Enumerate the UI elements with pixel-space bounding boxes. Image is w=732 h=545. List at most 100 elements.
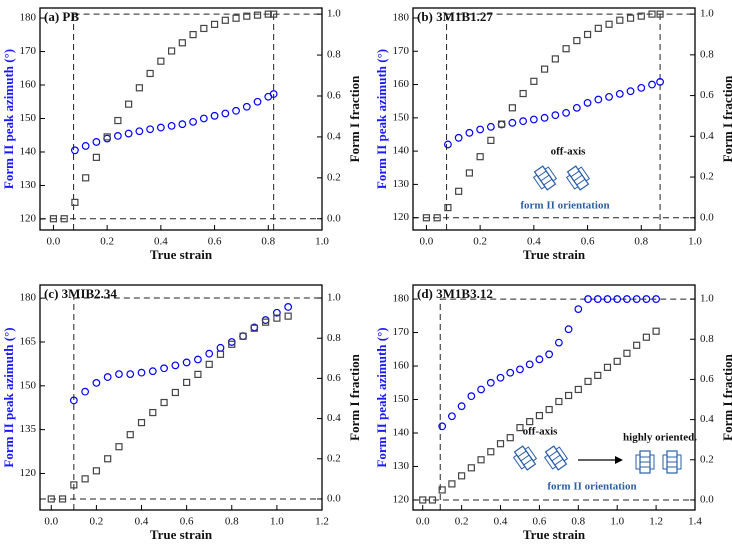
x-tick-label: 0.4 xyxy=(527,236,541,248)
panel: 0.0 0.2 0.4 0.6 0.8 1.0 120 130 140 150 160 170 180 0… xyxy=(1,7,362,262)
plot-frame xyxy=(412,7,696,231)
fraction-point xyxy=(160,398,168,407)
y2-tick-label: 0.0 xyxy=(327,492,341,504)
x-tick-label: 1.0 xyxy=(270,516,284,528)
y2-tick-label: 0.8 xyxy=(700,48,714,60)
icon-side xyxy=(555,446,569,462)
fraction-point xyxy=(270,10,278,18)
azimuth-point xyxy=(535,355,544,364)
azimuth-point xyxy=(594,95,603,104)
fraction-point xyxy=(652,327,660,335)
fraction-point xyxy=(104,455,112,463)
fraction-point xyxy=(273,314,281,322)
y-axis-label: Form II peak azimuth (°) xyxy=(1,49,16,189)
icon-side xyxy=(565,174,579,190)
fraction-point xyxy=(126,431,134,439)
azimuth-point xyxy=(71,146,79,155)
azimuth-point xyxy=(124,129,133,138)
azimuth-point xyxy=(605,92,613,101)
x-tick-label: 1.2 xyxy=(315,516,329,528)
y-tick-label: 140 xyxy=(20,146,37,158)
fraction-point xyxy=(487,136,495,144)
fraction-point xyxy=(516,424,524,432)
fraction-point xyxy=(243,12,251,20)
fraction-point xyxy=(419,496,427,504)
fraction-point xyxy=(149,408,157,417)
icon-side xyxy=(543,454,557,470)
fraction-point xyxy=(444,203,452,212)
y2-tick-label: 0.2 xyxy=(327,452,341,464)
fraction-point xyxy=(216,350,225,358)
y2-tick-label: 0.6 xyxy=(327,372,341,384)
y-tick-label: 160 xyxy=(393,78,410,90)
azimuth-point xyxy=(69,396,78,405)
azimuth-point xyxy=(519,117,528,126)
fraction-point xyxy=(205,360,213,368)
y2-tick-label: 1.0 xyxy=(327,292,341,304)
annotation: highly oriented. xyxy=(623,432,697,444)
x-tick-label: 0.2 xyxy=(455,516,469,528)
azimuth-point xyxy=(156,123,165,132)
azimuth-point xyxy=(623,295,631,303)
fraction-point xyxy=(81,475,89,483)
fraction-point xyxy=(573,36,581,45)
x-axis-label: True strain xyxy=(523,527,586,542)
fraction-point xyxy=(562,45,570,53)
fraction-point xyxy=(284,312,292,320)
fraction-point xyxy=(253,11,262,19)
y2-tick-label: 0.4 xyxy=(700,413,714,425)
azimuth-point xyxy=(516,365,524,374)
icon-side xyxy=(512,454,526,470)
fraction-point xyxy=(583,30,592,39)
azimuth-point xyxy=(476,125,485,134)
azimuth-point xyxy=(486,378,495,387)
icon-stripe xyxy=(576,178,586,186)
x-axis-label: True strain xyxy=(523,247,586,262)
fraction-point xyxy=(428,496,437,504)
y-tick-label: 170 xyxy=(393,45,410,57)
y2-tick-label: 0.6 xyxy=(327,90,341,102)
x-tick-label: 0.0 xyxy=(416,516,430,528)
azimuth-point xyxy=(554,338,563,347)
y2-tick-label: 1.0 xyxy=(327,8,341,20)
x-tick-label: 1.4 xyxy=(688,516,702,528)
icon-side xyxy=(662,454,668,470)
fraction-point xyxy=(594,24,602,32)
azimuth-point xyxy=(613,295,622,303)
y2-tick-label: 0.4 xyxy=(700,130,714,142)
azimuth-point xyxy=(506,368,515,377)
fraction-point xyxy=(584,377,592,386)
fraction-point xyxy=(564,391,573,400)
azimuth-point xyxy=(656,77,664,86)
azimuth-point xyxy=(146,125,155,134)
fraction-point xyxy=(239,332,247,340)
fraction-point xyxy=(540,65,549,73)
azimuth-point xyxy=(457,402,466,411)
y-tick-label: 120 xyxy=(20,467,37,479)
azimuth-point xyxy=(126,370,135,379)
y2-tick-label: 0.8 xyxy=(700,333,714,345)
x-tick-label: 0.0 xyxy=(420,236,434,248)
azimuth-point xyxy=(272,308,281,317)
fraction-point xyxy=(135,84,143,92)
y2-tick-label: 0.4 xyxy=(327,412,341,424)
azimuth-point xyxy=(486,122,495,131)
icon-stripe xyxy=(523,458,533,466)
fraction-point xyxy=(508,104,516,112)
azimuth-point xyxy=(444,140,452,149)
fraction-point xyxy=(555,397,563,406)
panel-title: (a) PB xyxy=(44,9,79,24)
y-tick-label: 180 xyxy=(20,12,37,24)
azimuth-point xyxy=(454,133,463,142)
fraction-point xyxy=(526,418,534,426)
fraction-point xyxy=(477,456,485,464)
y-axis-label: Form II peak azimuth (°) xyxy=(374,327,389,467)
annotation: form II orientation xyxy=(520,200,609,212)
y-tick-label: 120 xyxy=(393,493,410,505)
fraction-point xyxy=(60,215,68,223)
x-tick-label: 0.8 xyxy=(225,516,239,528)
y-tick-label: 150 xyxy=(393,111,410,123)
azimuth-point xyxy=(199,114,208,123)
azimuth-point xyxy=(210,111,219,120)
fraction-point xyxy=(422,214,431,222)
